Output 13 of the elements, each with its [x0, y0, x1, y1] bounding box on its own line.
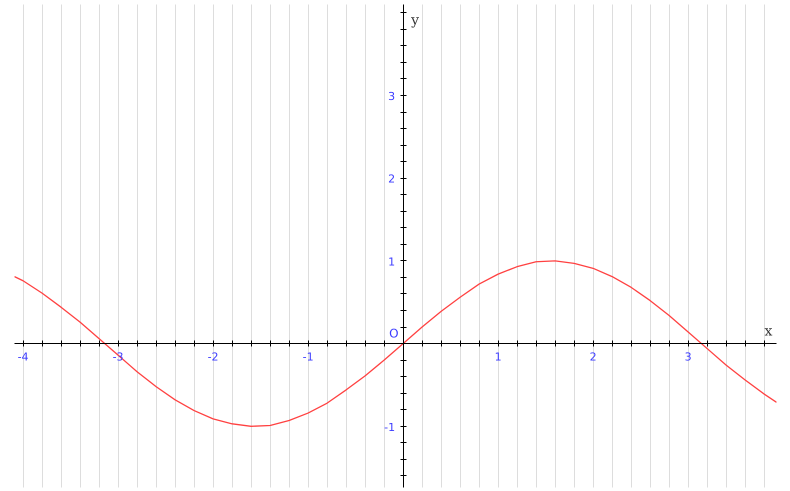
x-tick-label: -1	[302, 350, 314, 364]
y-axis-title: y	[410, 12, 420, 28]
y-tick-label: 3	[388, 90, 396, 103]
x-tick-label: 2	[590, 350, 597, 364]
y-tick-label: -1	[384, 420, 396, 434]
y-tick-label: 1	[388, 255, 396, 268]
x-tick-label: 3	[684, 350, 692, 364]
y-tick-label: 2	[388, 172, 396, 186]
annotation: O	[389, 326, 399, 341]
x-tick-label: -4	[18, 350, 29, 364]
x-axis-title: x	[764, 324, 772, 340]
x-tick-label: 1	[494, 350, 502, 364]
x-tick-label: -2	[208, 350, 219, 364]
